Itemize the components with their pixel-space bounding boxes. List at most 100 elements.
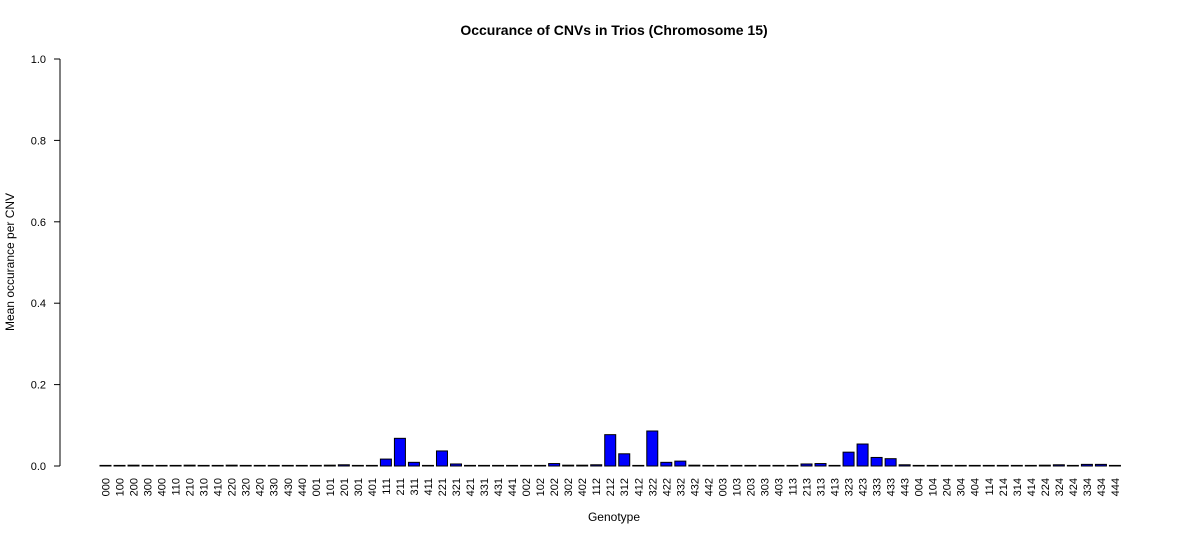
x-tick-label: 430	[283, 478, 295, 496]
bar-111	[379, 458, 392, 467]
chart-title: Occurance of CNVs in Trios (Chromosome 1…	[460, 22, 767, 38]
x-tick-label: 111	[381, 478, 393, 495]
y-tick-label: 0.4	[31, 298, 46, 310]
y-tick-label: 0.8	[31, 135, 46, 147]
x-tick-label: 104	[928, 478, 940, 496]
bar-112	[590, 464, 603, 467]
x-tick-label: 331	[479, 478, 491, 496]
x-tick-label: 114	[984, 478, 996, 496]
bar-114	[982, 464, 995, 467]
bar-424	[1066, 464, 1079, 467]
x-tick-label: 431	[493, 478, 505, 496]
bar-413	[828, 464, 841, 467]
bar-332	[674, 460, 687, 467]
bar-210	[183, 464, 196, 467]
x-tick-label: 300	[143, 478, 155, 496]
x-tick-label: 221	[437, 478, 449, 496]
bar-432	[688, 464, 701, 467]
bar-202	[548, 463, 561, 467]
x-tick-label: 203	[745, 478, 757, 496]
x-tick-label: 200	[129, 478, 141, 496]
bar-003	[716, 464, 729, 467]
bar-444	[1108, 464, 1121, 467]
bar-404	[968, 464, 981, 467]
bar-302	[562, 464, 575, 467]
x-tick-label: 101	[325, 478, 337, 496]
x-tick-label: 102	[535, 478, 547, 496]
bar-322	[646, 430, 659, 467]
bar-411	[421, 464, 434, 467]
bar-300	[141, 464, 154, 467]
x-tick-label: 100	[115, 478, 127, 496]
y-tick-label: 0.6	[31, 217, 46, 229]
x-tick-label: 303	[759, 478, 771, 496]
x-tick-label: 412	[633, 478, 645, 496]
x-tick-label: 201	[339, 478, 351, 496]
x-tick-label: 413	[830, 478, 842, 496]
bar-100	[113, 464, 126, 467]
x-tick-label: 420	[255, 478, 267, 496]
x-tick-label: 403	[773, 478, 785, 496]
bar-104	[926, 464, 939, 467]
bar-410	[211, 464, 224, 467]
bar-000	[99, 464, 112, 467]
y-tick-label: 1.0	[31, 54, 46, 66]
x-tick-label: 110	[171, 478, 183, 496]
bar-401	[365, 464, 378, 467]
bar-313	[814, 463, 827, 467]
bar-320	[239, 464, 252, 467]
x-tick-label: 204	[942, 478, 954, 496]
y-tick-label: 0.2	[31, 380, 46, 392]
bar-101	[323, 464, 336, 467]
x-tick-label: 003	[717, 478, 729, 496]
x-tick-label: 324	[1054, 478, 1066, 496]
x-tick-label: 113	[787, 478, 799, 496]
x-tick-label: 301	[353, 478, 365, 496]
bar-304	[954, 464, 967, 467]
bar-321	[450, 463, 462, 467]
y-axis: 0.0 0.2 0.4 0.6 0.8 1.0	[31, 54, 61, 473]
x-tick-label: 323	[844, 478, 856, 496]
x-tick-label: 433	[886, 478, 898, 496]
bar-434	[1094, 463, 1107, 467]
bar-430	[281, 464, 294, 467]
bar-402	[576, 464, 589, 467]
x-tick-label: 214	[998, 478, 1010, 496]
x-tick-label: 332	[675, 478, 687, 496]
bar-331	[478, 464, 491, 467]
bar-200	[127, 464, 140, 467]
x-tick-label: 313	[816, 478, 828, 496]
x-tick-label: 211	[395, 478, 407, 496]
x-axis-label: Genotype	[588, 510, 640, 524]
x-tick-label: 304	[956, 478, 968, 496]
bar-102	[534, 464, 547, 467]
bar-440	[295, 464, 308, 467]
x-tick-label: 310	[199, 478, 211, 496]
bar-311	[407, 461, 420, 467]
bar-412	[632, 464, 645, 467]
bar-204	[940, 464, 953, 467]
x-tick-label: 002	[521, 478, 533, 496]
bar-421	[464, 464, 477, 467]
x-tick-label: 421	[465, 478, 477, 496]
bar-323	[842, 451, 855, 467]
x-tick-label: 202	[549, 478, 561, 496]
x-tick-label: 434	[1096, 478, 1108, 496]
x-tick-label: 414	[1026, 478, 1038, 496]
bar-423	[856, 443, 869, 467]
x-tick-label: 443	[900, 478, 912, 496]
bar-443	[898, 464, 911, 467]
bar-211	[393, 437, 406, 467]
bar-414	[1024, 464, 1037, 467]
bar-301	[351, 464, 364, 467]
bar-334	[1080, 463, 1093, 467]
x-tick-label: 212	[605, 478, 617, 496]
bar-214	[996, 464, 1009, 467]
bar-433	[884, 458, 897, 467]
bar-400	[155, 464, 168, 467]
x-tick-label: 004	[914, 478, 926, 496]
y-tick-label: 0.0	[31, 461, 46, 473]
x-tick-label: 411	[423, 478, 435, 496]
